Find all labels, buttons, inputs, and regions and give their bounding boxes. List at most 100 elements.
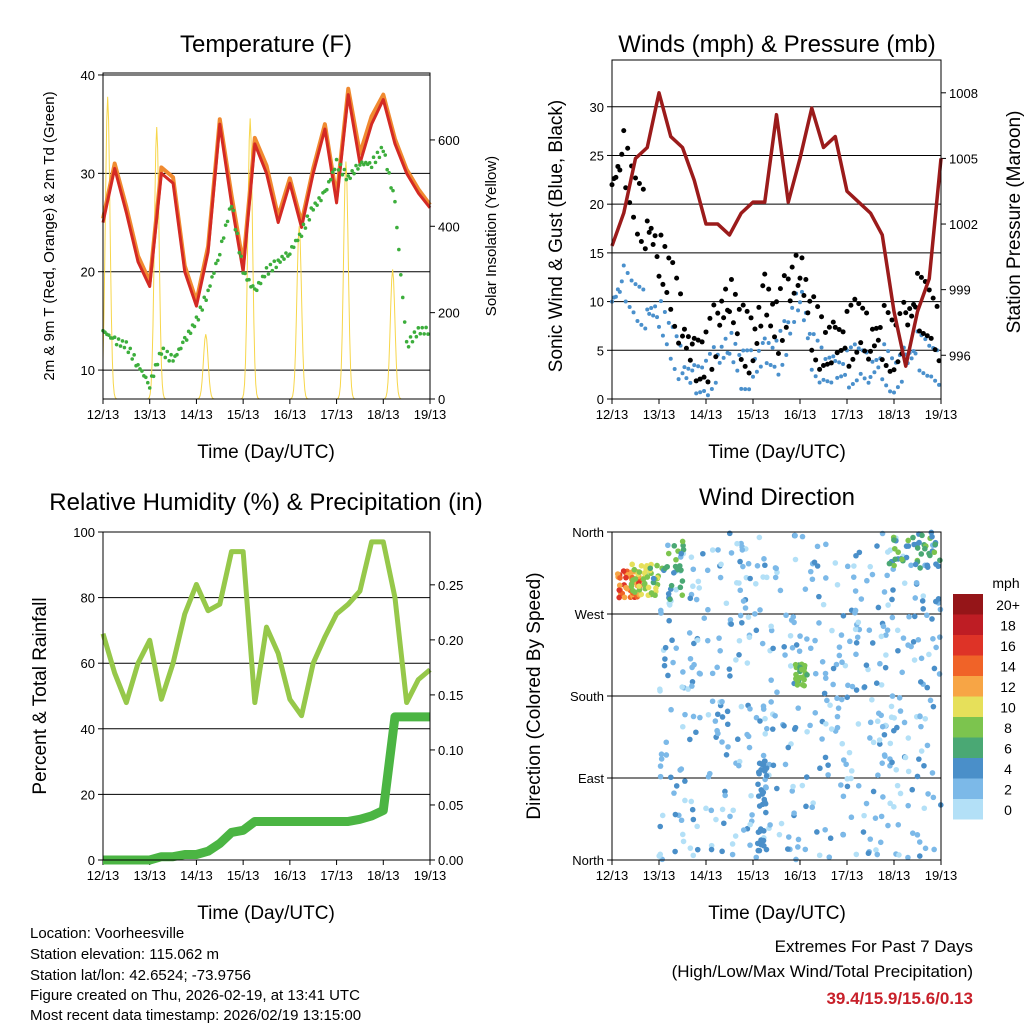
dewpoint-point xyxy=(268,262,273,267)
direction-point xyxy=(799,533,806,540)
direction-point xyxy=(809,804,816,811)
legend-swatch xyxy=(953,737,983,758)
direction-point xyxy=(891,804,897,810)
direction-point xyxy=(891,562,897,569)
direction-point xyxy=(839,740,846,747)
x-tick-label: 14/13 xyxy=(180,868,213,883)
direction-point xyxy=(680,669,686,675)
wind-point xyxy=(874,358,879,363)
plot-frame xyxy=(102,72,431,400)
dewpoint-point xyxy=(288,252,292,256)
wind-point xyxy=(882,342,887,347)
direction-point xyxy=(638,591,645,598)
direction-point xyxy=(873,680,880,687)
direction-point xyxy=(905,802,911,809)
direction-point xyxy=(822,754,829,761)
gust-point xyxy=(648,225,654,231)
direction-point xyxy=(869,640,876,646)
direction-point xyxy=(768,677,774,683)
humidity-ylabel: Percent & Total Rainfall xyxy=(30,597,51,794)
gust-point xyxy=(844,308,850,314)
wind-point xyxy=(798,300,802,305)
dewpoint-point xyxy=(225,219,230,224)
dewpoint-point xyxy=(243,271,247,276)
dewpoint-point xyxy=(284,251,288,255)
direction-point xyxy=(690,566,697,573)
gust-point xyxy=(707,315,713,321)
direction-point xyxy=(668,706,674,713)
direction-point xyxy=(687,655,694,662)
dewpoint-point xyxy=(159,352,164,356)
gust-point xyxy=(774,299,779,305)
gust-point xyxy=(866,356,872,362)
gust-point xyxy=(805,310,811,316)
direction-point xyxy=(910,534,916,541)
direction-point xyxy=(913,579,920,586)
y2-tick-label: 0.25 xyxy=(438,578,463,593)
direction-point xyxy=(733,580,740,586)
direction-point xyxy=(770,762,777,769)
wind-point xyxy=(825,379,830,384)
direction-point xyxy=(843,761,849,768)
direction-point xyxy=(747,575,753,582)
wind-point xyxy=(841,361,846,366)
legend-label: 6 xyxy=(1004,741,1012,757)
direction-point xyxy=(816,620,822,626)
direction-point xyxy=(917,713,923,720)
dewpoint-point xyxy=(217,252,222,257)
extremes-title: Extremes For Past 7 Days xyxy=(775,937,973,956)
direction-point xyxy=(825,772,831,778)
x-tick-label: 15/13 xyxy=(227,407,260,422)
y2-tick-label: 1005 xyxy=(949,151,978,166)
direction-point xyxy=(688,554,695,560)
wind-point xyxy=(735,368,740,373)
direction-point xyxy=(878,712,884,719)
wind-point xyxy=(711,345,716,350)
direction-point xyxy=(665,590,672,597)
gust-point xyxy=(826,324,832,330)
direction-point xyxy=(796,648,803,654)
dewpoint-point xyxy=(266,272,271,276)
direction-point xyxy=(679,538,686,545)
direction-point xyxy=(677,584,684,591)
wind-point xyxy=(805,336,810,341)
dewpoint-point xyxy=(258,281,263,286)
direction-point xyxy=(814,829,820,835)
wind-point xyxy=(613,294,618,299)
gust-point xyxy=(905,322,911,328)
direction-point xyxy=(772,565,779,571)
gust-point xyxy=(746,370,752,376)
gust-point xyxy=(732,291,738,297)
wind-point xyxy=(850,381,855,386)
direction-point xyxy=(715,730,721,737)
direction-point xyxy=(689,679,696,685)
dewpoint-point xyxy=(342,167,347,172)
direction-point xyxy=(838,696,845,703)
direction-point xyxy=(762,562,768,569)
y2-tick-label: 0.10 xyxy=(438,743,463,758)
gust-point xyxy=(772,334,778,340)
direction-point xyxy=(690,713,697,720)
gust-point xyxy=(644,218,650,224)
wind-point xyxy=(799,289,804,294)
direction-point xyxy=(914,545,921,551)
winds-title: Winds (mph) & Pressure (mb) xyxy=(618,31,935,58)
direction-point xyxy=(929,616,935,622)
recent-data-text: Most recent data timestamp: 2026/02/19 1… xyxy=(30,1007,361,1024)
direction-point xyxy=(877,660,883,667)
x-tick-label: 19/13 xyxy=(414,407,447,422)
gust-point xyxy=(809,347,815,353)
direction-point xyxy=(917,679,924,685)
direction-point xyxy=(909,786,916,793)
direction-point xyxy=(920,606,927,612)
gust-point xyxy=(738,357,744,363)
direction-point xyxy=(662,656,668,662)
direction-point xyxy=(667,596,673,603)
gust-point xyxy=(664,289,670,295)
direction-point xyxy=(746,634,753,641)
winds-ylabel: Sonic Wind & Gust (Blue, Black) xyxy=(546,100,567,372)
gust-point xyxy=(719,298,725,304)
direction-point xyxy=(673,556,679,563)
dewpoint-point xyxy=(251,284,255,288)
wind-point xyxy=(668,356,673,361)
